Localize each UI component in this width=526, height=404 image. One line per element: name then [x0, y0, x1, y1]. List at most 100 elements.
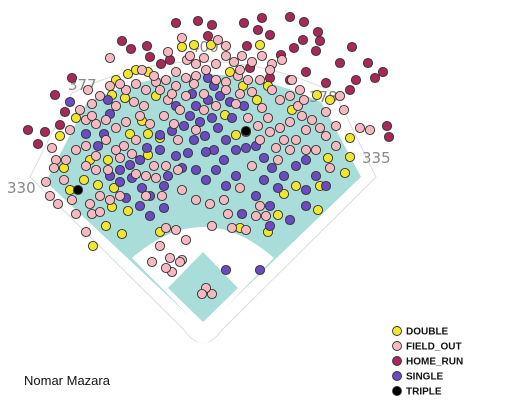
point-field-out — [60, 154, 72, 166]
point-home-run — [59, 106, 71, 118]
point-field-out — [44, 190, 56, 202]
point-field-out — [218, 194, 230, 206]
point-field-out — [180, 72, 192, 84]
point-home-run — [238, 17, 250, 29]
legend-label-home-run: HOME_RUN — [406, 357, 463, 368]
point-field-out — [176, 184, 188, 196]
point-field-out — [206, 288, 218, 300]
point-field-out — [110, 122, 122, 134]
distance-label-left-foul: 330 — [7, 179, 36, 197]
point-field-out — [104, 80, 116, 92]
point-single — [250, 190, 262, 202]
point-double — [311, 89, 323, 101]
point-field-out — [120, 84, 132, 96]
point-single — [226, 112, 238, 124]
point-home-run — [141, 40, 153, 52]
point-home-run — [22, 124, 34, 136]
point-field-out — [114, 152, 126, 164]
point-single — [134, 154, 146, 166]
point-field-out — [246, 86, 258, 98]
point-field-out — [110, 144, 122, 156]
point-field-out — [90, 118, 102, 130]
point-field-out — [114, 190, 126, 202]
point-single — [278, 170, 290, 182]
point-field-out — [220, 84, 232, 96]
point-double — [339, 167, 351, 179]
point-field-out — [242, 74, 254, 86]
right-foul-line — [202, 176, 363, 331]
point-field-out — [162, 46, 174, 58]
point-field-out — [164, 252, 176, 264]
point-field-out — [40, 176, 52, 188]
point-field-out — [190, 58, 202, 70]
point-field-out — [156, 190, 168, 202]
point-home-run — [377, 66, 389, 78]
point-single — [134, 200, 146, 212]
point-single — [266, 162, 278, 174]
point-field-out — [94, 90, 106, 102]
point-single — [214, 90, 226, 102]
point-double — [254, 39, 266, 51]
point-double — [92, 179, 104, 191]
point-home-run — [32, 138, 44, 150]
point-field-out — [52, 198, 64, 210]
point-field-out — [320, 106, 332, 118]
point-single — [64, 96, 76, 108]
point-double — [122, 205, 134, 217]
point-field-out — [196, 288, 208, 300]
point-field-out — [138, 100, 150, 112]
point-single — [218, 154, 230, 166]
point-double — [124, 128, 136, 140]
point-field-out — [94, 190, 106, 202]
point-field-out — [160, 262, 172, 274]
point-single — [240, 142, 252, 154]
point-home-run — [297, 34, 309, 46]
point-home-run — [202, 30, 214, 42]
legend-swatch-single — [392, 371, 402, 381]
point-single — [190, 164, 202, 176]
point-field-out — [148, 70, 160, 82]
point-field-out — [334, 90, 346, 102]
point-field-out — [46, 142, 58, 154]
point-field-out — [80, 160, 92, 172]
point-field-out — [140, 84, 152, 96]
point-field-out — [150, 172, 162, 184]
point-field-out — [292, 100, 304, 112]
point-field-out — [74, 104, 86, 116]
point-double — [230, 129, 242, 141]
point-field-out — [198, 88, 210, 100]
point-field-out — [354, 122, 366, 134]
point-field-out — [94, 206, 106, 218]
left-foul-line — [44, 181, 204, 331]
point-double — [322, 152, 334, 164]
point-home-run — [170, 17, 182, 29]
point-field-out — [126, 148, 138, 160]
point-single — [264, 200, 276, 212]
point-single — [300, 184, 312, 196]
point-field-out — [82, 84, 94, 96]
point-field-out — [314, 122, 326, 134]
point-field-out — [226, 222, 238, 234]
point-field-out — [130, 134, 142, 146]
point-field-out — [300, 144, 312, 156]
point-field-out — [306, 114, 318, 126]
point-home-run — [381, 120, 393, 132]
point-single — [230, 144, 242, 156]
point-home-run — [125, 43, 137, 55]
point-field-out — [254, 200, 266, 212]
point-field-out — [58, 174, 70, 186]
point-field-out — [330, 140, 342, 152]
point-field-out — [204, 198, 216, 210]
point-double — [188, 39, 200, 51]
point-field-out — [198, 104, 210, 116]
point-field-out — [210, 74, 222, 86]
point-double — [205, 39, 217, 51]
point-field-out — [274, 122, 286, 134]
point-field-out — [220, 40, 232, 52]
point-double — [324, 94, 336, 106]
point-home-run — [369, 72, 381, 84]
point-single — [136, 182, 148, 194]
point-field-out — [190, 194, 202, 206]
point-single — [310, 170, 322, 182]
point-single — [154, 129, 166, 141]
